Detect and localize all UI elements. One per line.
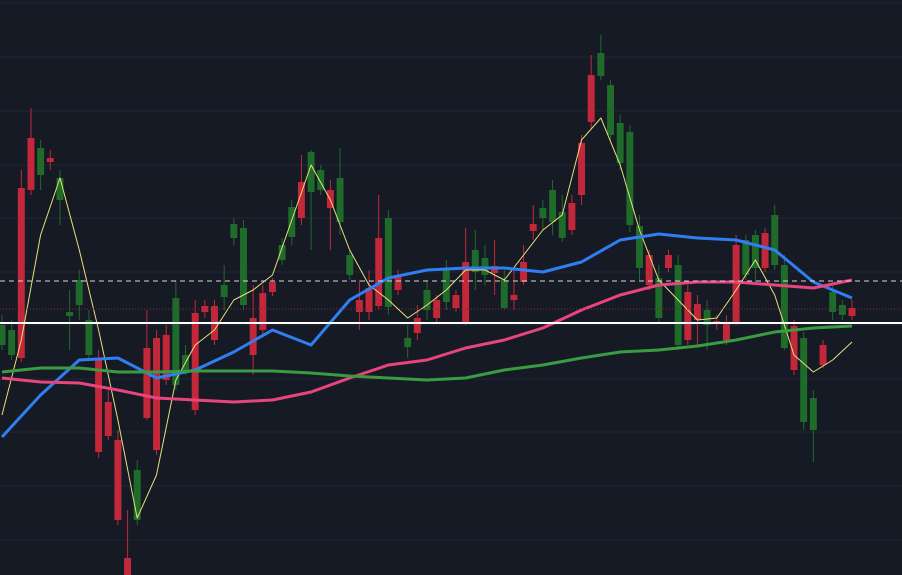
candle-body: [375, 238, 383, 306]
candle-body: [442, 268, 450, 302]
candle-body: [8, 330, 16, 355]
candle-body: [413, 318, 421, 333]
candle-body: [790, 326, 798, 370]
candle-body: [607, 85, 614, 135]
candle-body: [626, 132, 634, 225]
candle-body: [462, 262, 470, 322]
candle-body: [751, 235, 759, 268]
candle-body: [829, 292, 837, 312]
candle-body: [259, 293, 267, 330]
candle-body: [0, 325, 6, 345]
candle-body: [288, 207, 296, 237]
candle-body: [520, 262, 528, 282]
candle-body: [549, 190, 557, 222]
candle-body: [336, 178, 344, 222]
candle-body: [693, 304, 701, 320]
candle-body: [220, 285, 228, 297]
candle-body: [268, 282, 276, 292]
candle-body: [307, 152, 315, 192]
candle-body: [17, 188, 25, 358]
moving-average-line: [1, 324, 853, 382]
candle-body: [674, 265, 682, 345]
candle-body: [346, 255, 354, 275]
candle-body: [124, 558, 132, 575]
candle-body: [539, 208, 547, 218]
candle-body: [568, 203, 576, 230]
candle-body: [771, 215, 779, 265]
candle-body: [578, 143, 586, 195]
candle-body: [85, 320, 93, 355]
candle-body: [587, 75, 595, 122]
candle-body: [114, 440, 122, 520]
candle-body: [684, 292, 692, 340]
moving-average-line: [1, 278, 853, 404]
candle-body: [500, 280, 508, 308]
candle-body: [365, 288, 373, 312]
candle-body: [278, 245, 286, 260]
candle-body: [46, 158, 54, 162]
candle-body: [230, 224, 238, 238]
candle-body: [597, 53, 605, 76]
candle-body: [133, 470, 141, 520]
candle-body: [645, 255, 653, 285]
candle-body: [104, 402, 112, 436]
candle-body: [616, 123, 624, 163]
candle-body: [384, 218, 392, 307]
candle-body: [703, 310, 711, 325]
candle-body: [510, 295, 518, 300]
candle-body: [56, 178, 64, 200]
candle-body: [317, 170, 325, 190]
candle-body: [742, 240, 750, 275]
candle-body: [75, 280, 83, 305]
candle-body: [529, 224, 537, 231]
candle-body: [433, 300, 441, 318]
moving-average-line: [1, 117, 853, 519]
candle-body: [665, 255, 672, 268]
candle-body: [848, 308, 856, 316]
candle-body: [394, 275, 402, 290]
candle-body: [404, 338, 412, 347]
candle-body: [37, 148, 45, 175]
candle-body: [27, 138, 35, 190]
candle-body: [636, 226, 643, 268]
candle-body: [191, 313, 199, 410]
candle-body: [143, 348, 151, 418]
candle-body: [809, 398, 817, 430]
candle-body: [761, 233, 769, 268]
candle-body: [95, 358, 103, 452]
candle-body: [240, 228, 247, 305]
candle-body: [838, 305, 846, 315]
candle-body: [297, 182, 305, 218]
candle-body: [819, 345, 827, 365]
candle-body: [780, 265, 788, 348]
candle-body: [355, 300, 363, 312]
candle-body: [172, 298, 180, 385]
candle-body: [452, 295, 460, 308]
candle-body: [153, 338, 161, 450]
candle-body: [558, 212, 566, 238]
candle-body: [162, 335, 170, 380]
candle-body: [655, 278, 663, 318]
candle-body: [471, 250, 479, 272]
candle-body: [722, 322, 730, 340]
candle-body: [423, 290, 431, 310]
candle-body: [66, 312, 74, 316]
candle-body: [800, 338, 808, 422]
candle-body: [249, 318, 257, 355]
